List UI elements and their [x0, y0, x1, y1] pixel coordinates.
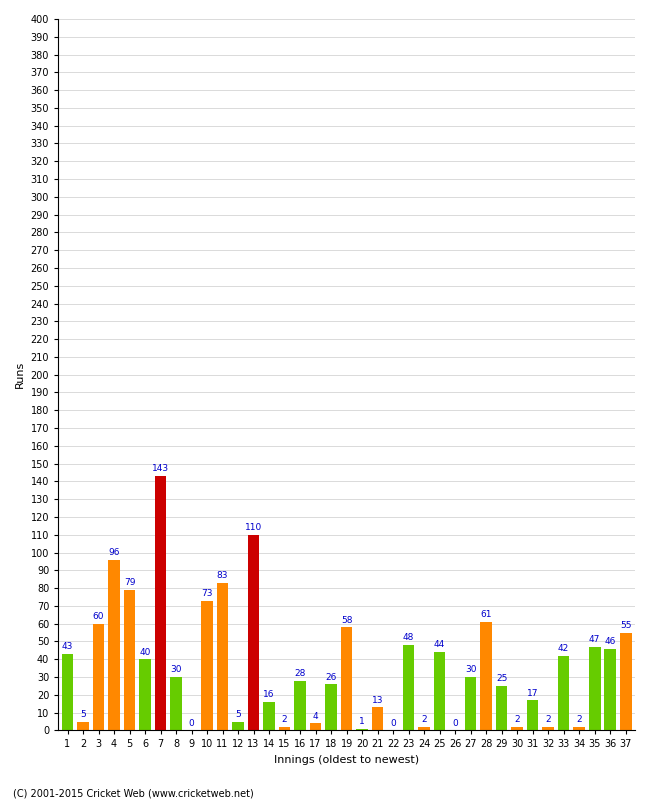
Bar: [527, 700, 538, 730]
Text: 1: 1: [359, 717, 365, 726]
Text: 2: 2: [577, 715, 582, 724]
Bar: [77, 722, 89, 730]
Text: 42: 42: [558, 644, 569, 653]
Bar: [434, 652, 445, 730]
Y-axis label: Runs: Runs: [15, 361, 25, 388]
Text: 43: 43: [62, 642, 73, 651]
Text: 28: 28: [294, 669, 305, 678]
Text: 79: 79: [124, 578, 135, 587]
Bar: [170, 677, 182, 730]
Text: 83: 83: [217, 571, 228, 580]
Bar: [620, 633, 632, 730]
Text: 44: 44: [434, 641, 445, 650]
Bar: [279, 727, 291, 730]
Text: 46: 46: [604, 637, 616, 646]
Text: 5: 5: [80, 710, 86, 719]
Text: 4: 4: [313, 712, 318, 721]
Text: 110: 110: [245, 523, 262, 532]
Bar: [356, 729, 368, 730]
Bar: [108, 560, 120, 730]
Text: 30: 30: [170, 666, 182, 674]
Bar: [263, 702, 275, 730]
Text: 47: 47: [589, 635, 601, 644]
Text: 2: 2: [281, 715, 287, 724]
Bar: [248, 534, 259, 730]
Bar: [310, 723, 321, 730]
Text: 5: 5: [235, 710, 241, 719]
Text: 58: 58: [341, 615, 352, 625]
Bar: [124, 590, 135, 730]
Text: 2: 2: [545, 715, 551, 724]
Bar: [155, 476, 166, 730]
X-axis label: Innings (oldest to newest): Innings (oldest to newest): [274, 755, 419, 765]
Text: 13: 13: [372, 696, 383, 705]
Bar: [558, 656, 569, 730]
Bar: [496, 686, 508, 730]
Bar: [372, 707, 383, 730]
Text: 16: 16: [263, 690, 275, 699]
Bar: [325, 684, 337, 730]
Bar: [419, 727, 430, 730]
Bar: [403, 645, 415, 730]
Text: 30: 30: [465, 666, 476, 674]
Bar: [480, 622, 492, 730]
Text: 0: 0: [452, 718, 458, 728]
Text: 60: 60: [93, 612, 104, 621]
Text: 73: 73: [202, 589, 213, 598]
Bar: [294, 681, 306, 730]
Bar: [542, 727, 554, 730]
Text: 0: 0: [390, 718, 396, 728]
Bar: [341, 627, 352, 730]
Text: 26: 26: [326, 673, 337, 682]
Text: 17: 17: [527, 689, 538, 698]
Text: 2: 2: [514, 715, 520, 724]
Bar: [62, 654, 73, 730]
Bar: [573, 727, 585, 730]
Text: 143: 143: [152, 465, 169, 474]
Bar: [139, 659, 151, 730]
Bar: [604, 649, 616, 730]
Text: 0: 0: [188, 718, 194, 728]
Bar: [465, 677, 476, 730]
Text: 48: 48: [403, 634, 414, 642]
Text: 25: 25: [496, 674, 508, 683]
Text: 61: 61: [480, 610, 492, 619]
Text: 55: 55: [620, 621, 631, 630]
Bar: [216, 582, 228, 730]
Bar: [93, 624, 105, 730]
Bar: [589, 647, 601, 730]
Bar: [202, 601, 213, 730]
Text: 40: 40: [139, 648, 151, 657]
Text: 2: 2: [421, 715, 427, 724]
Bar: [512, 727, 523, 730]
Text: (C) 2001-2015 Cricket Web (www.cricketweb.net): (C) 2001-2015 Cricket Web (www.cricketwe…: [13, 788, 254, 798]
Text: 96: 96: [109, 548, 120, 557]
Bar: [232, 722, 244, 730]
